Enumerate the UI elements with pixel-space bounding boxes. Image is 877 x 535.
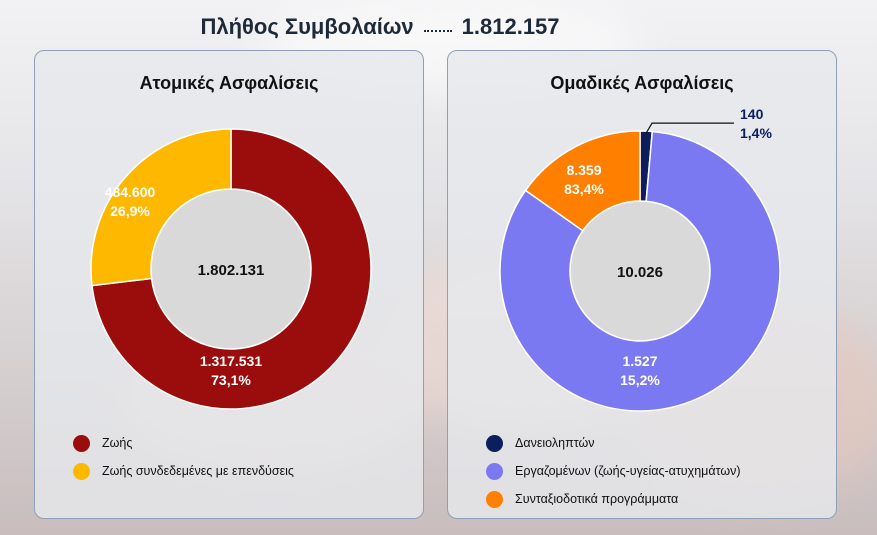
legend-swatch-borrowers <box>486 434 503 452</box>
data-label-pct-unit-linked: 26,9% <box>110 203 150 219</box>
legend-item-pension: Συνταξιοδοτικά προγράμματα <box>486 485 741 513</box>
title-dotted-leader <box>423 30 452 32</box>
slice-employees <box>499 130 781 412</box>
data-label-value-employees: 8.359 <box>566 162 601 178</box>
group-insurance-panel: Ομαδικές Ασφαλίσεις 10.026 140 1,4% 8.359 83… <box>447 50 837 519</box>
legend-item-borrowers: Δανειοληπτών <box>486 429 741 457</box>
legend-item-life: Ζωής <box>73 429 294 457</box>
legend-item-employees: Εργαζομένων (ζωής-υγείας-ατυχημάτων) <box>486 457 741 485</box>
legend-swatch-employees <box>486 462 503 480</box>
legend-label-pension: Συνταξιοδοτικά προγράμματα <box>515 492 679 506</box>
individual-legend: Ζωής Ζωής συνδεδεμένες με επενδύσεις <box>73 429 294 485</box>
data-label-value-unit-linked: 484.600 <box>105 184 156 200</box>
data-label-pct-borrowers: 1,4% <box>740 125 772 141</box>
legend-label-life: Ζωής <box>102 436 133 450</box>
donut-center-total: 10.026 <box>617 264 663 281</box>
legend-swatch-unit-linked <box>73 462 90 480</box>
data-label-pct-life: 73,1% <box>211 372 251 388</box>
individual-chart-title: Ατομικές Ασφαλίσεις <box>139 73 319 93</box>
total-contracts: 1.812.157 <box>461 14 560 39</box>
leader-line-borrowers <box>645 122 734 134</box>
donut-center-total: 1.802.131 <box>198 262 265 279</box>
page-title: Πλήθος Συμβολαίων <box>200 14 414 39</box>
data-label-value-borrowers: 140 <box>740 106 764 122</box>
slice-life <box>91 128 372 410</box>
donut-center <box>571 202 709 340</box>
slice-pension <box>524 130 641 232</box>
group-donut-chart: 10.026 140 1,4% 8.359 83,4% 1.527 15,2% <box>499 106 781 412</box>
group-chart-title: Ομαδικές Ασφαλίσεις <box>550 73 734 93</box>
data-label-pct-pension: 15,2% <box>620 372 660 388</box>
data-label-value-life: 1.317.531 <box>200 353 262 369</box>
donut-center <box>152 190 310 348</box>
data-label-pct-employees: 83,4% <box>564 181 604 197</box>
legend-label-borrowers: Δανειοληπτών <box>515 436 595 450</box>
individual-donut-chart: 1.802.131 1.317.531 73,1% 484.600 26,9% <box>90 128 372 410</box>
data-label-value-pension: 1.527 <box>622 353 657 369</box>
page-title-row: Πλήθος Συμβολαίων 1.812.157 <box>0 10 760 44</box>
group-legend: Δανειοληπτών Εργαζομένων (ζωής-υγείας-ατ… <box>486 429 741 513</box>
legend-swatch-life <box>73 434 90 452</box>
legend-label-employees: Εργαζομένων (ζωής-υγείας-ατυχημάτων) <box>515 464 741 478</box>
legend-swatch-pension <box>486 490 503 508</box>
slice-unit-linked <box>90 128 232 287</box>
individual-insurance-panel: Ατομικές Ασφαλίσεις 1.802.131 1.317.531 73… <box>34 50 424 519</box>
legend-label-unit-linked: Ζωής συνδεδεμένες με επενδύσεις <box>102 464 294 478</box>
legend-item-unit-linked: Ζωής συνδεδεμένες με επενδύσεις <box>73 457 294 485</box>
